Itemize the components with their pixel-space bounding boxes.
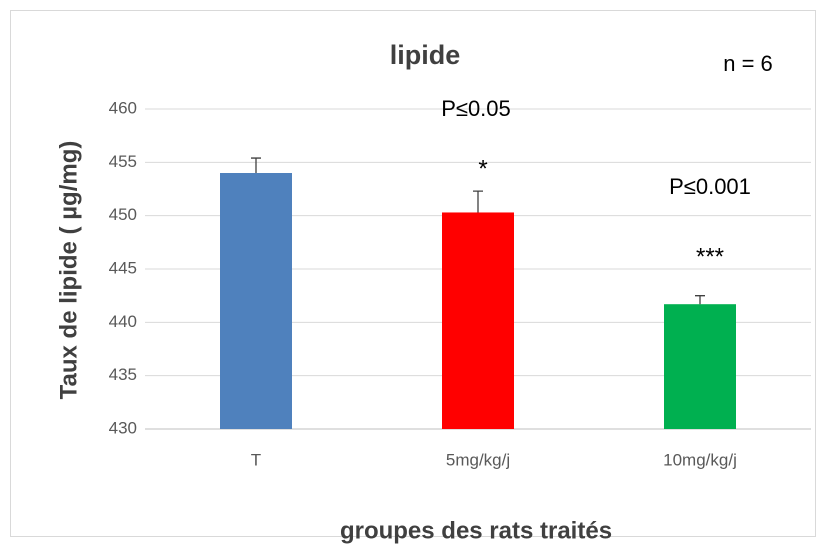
annotation: P≤0.001 [669, 174, 751, 199]
error-bar [473, 190, 483, 213]
bar [664, 304, 736, 429]
annotation: P≤0.05 [441, 96, 511, 121]
x-axis-label: groupes des rats traités [340, 517, 612, 544]
y-tick-label: 445 [109, 258, 137, 277]
error-bar [251, 157, 261, 173]
annotation: *** [696, 243, 724, 270]
y-tick-label: 450 [109, 205, 137, 224]
x-tick-label: 5mg/kg/j [446, 450, 510, 469]
x-tick-label: 10mg/kg/j [663, 450, 737, 469]
x-tick-label: T [251, 450, 261, 469]
bar [220, 173, 292, 429]
chart-title: lipide [390, 40, 461, 70]
y-tick-label: 435 [109, 365, 137, 384]
chart-border [10, 10, 816, 537]
y-axis-label: Taux de lipide ( µg/mg) [55, 141, 82, 400]
annotation: * [478, 155, 487, 182]
y-tick-label: 440 [109, 312, 137, 331]
y-tick-label: 430 [109, 418, 137, 437]
y-tick-label: 455 [109, 152, 137, 171]
bar [442, 212, 514, 429]
annotation: n = 6 [723, 51, 773, 76]
error-bar [695, 295, 705, 305]
y-tick-label: 460 [109, 98, 137, 117]
